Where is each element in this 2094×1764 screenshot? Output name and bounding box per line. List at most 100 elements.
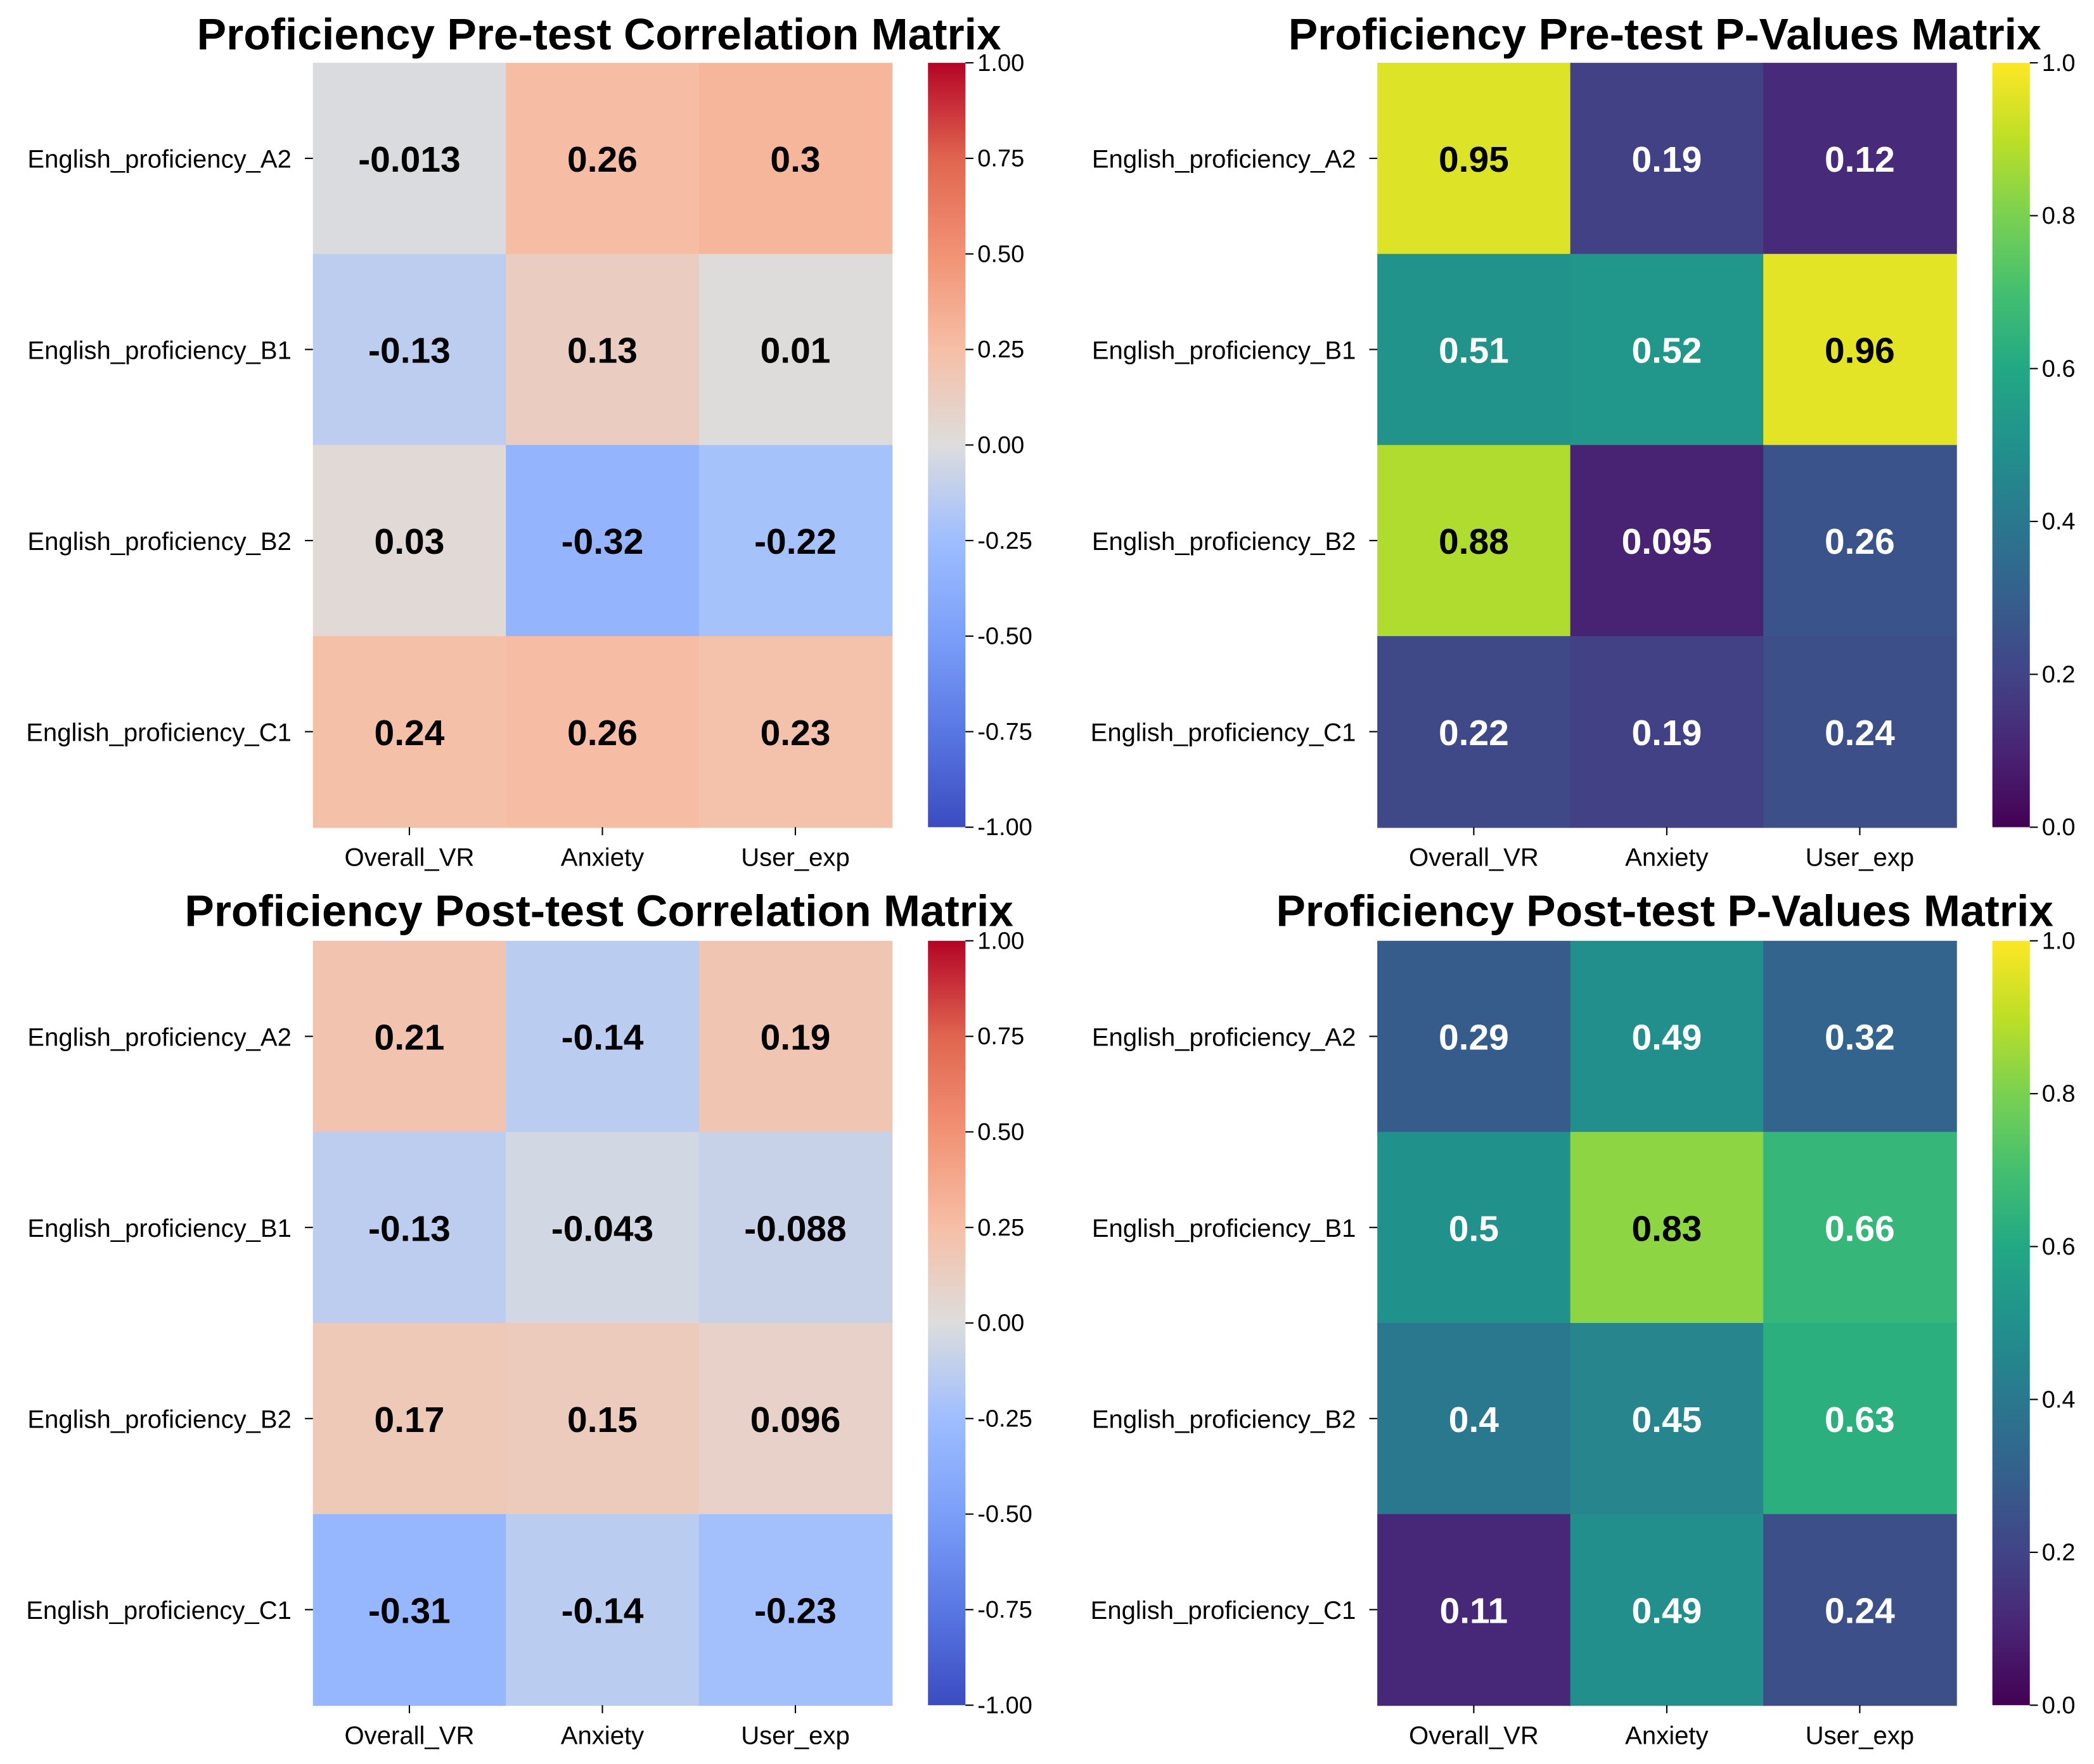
- cell-value-label: 0.12: [1825, 139, 1895, 180]
- heatmap-cell: [698, 1514, 893, 1706]
- heatmap-cell: [1377, 1132, 1571, 1324]
- heatmap-cell: [698, 940, 893, 1133]
- cell-value-label: 0.45: [1631, 1400, 1702, 1440]
- colorbar-tick-label: 0.50: [977, 241, 1024, 267]
- heatmap-cell: [506, 636, 700, 828]
- heatmap-cell: [312, 1514, 507, 1706]
- cell-value-label: 0.88: [1439, 521, 1509, 562]
- colorbar-tick-label: 1.00: [977, 50, 1024, 77]
- cell-value-label: 0.22: [1439, 713, 1509, 753]
- colorbar-tick-label: 0.2: [2042, 1540, 2076, 1566]
- colorbar: [1992, 940, 2030, 1706]
- y-tick-label: English_proficiency_B2: [27, 1406, 292, 1434]
- colorbar-tick-label: 0.4: [2042, 509, 2076, 535]
- cell-value-label: 0.3: [770, 139, 820, 180]
- cell-value-label: 0.24: [1825, 1590, 1895, 1631]
- y-tick-label: English_proficiency_B2: [1092, 528, 1356, 556]
- cell-value-label: 0.01: [761, 331, 831, 371]
- x-tick-label: Overall_VR: [1409, 844, 1539, 872]
- colorbar-tick-label: -0.50: [977, 623, 1032, 650]
- colorbar-tick-label: 0.75: [977, 146, 1024, 172]
- colorbar-tick-label: 0.8: [2042, 203, 2076, 229]
- x-tick-label: User_exp: [741, 1722, 849, 1749]
- y-tick-label: English_proficiency_C1: [26, 1597, 292, 1625]
- heatmap-cell: [1763, 1514, 1957, 1706]
- y-tick-label: English_proficiency_C1: [1091, 1597, 1356, 1625]
- heatmap-cell: [312, 1323, 507, 1515]
- colorbar-tick-label: 0.25: [977, 336, 1024, 363]
- y-tick-label: English_proficiency_B1: [27, 336, 292, 364]
- heatmap-cell: [1377, 1514, 1571, 1706]
- y-tick-label: English_proficiency_A2: [27, 1023, 292, 1051]
- cell-value-label: -0.043: [551, 1208, 653, 1249]
- y-tick-label: English_proficiency_C1: [1091, 719, 1356, 746]
- colorbar-tick-label: 0.6: [2042, 355, 2076, 382]
- colorbar-tick-label: -0.75: [977, 1597, 1032, 1623]
- colorbar-tick-label: 0.2: [2042, 662, 2076, 688]
- heatmap-cell: [1570, 253, 1764, 446]
- heatmap-cell: [1570, 1514, 1764, 1706]
- colorbar-tick-label: 0.00: [977, 1310, 1024, 1337]
- cell-value-label: 0.49: [1631, 1018, 1702, 1058]
- colorbar-tick-label: -0.25: [977, 528, 1032, 554]
- heatmap-cell: [698, 636, 893, 828]
- y-tick-label: English_proficiency_C1: [26, 719, 292, 746]
- heatmap-cell: [1763, 1132, 1957, 1324]
- cell-value-label: 0.11: [1440, 1590, 1508, 1631]
- cell-value-label: 0.26: [567, 713, 638, 753]
- cell-value-label: 0.24: [1825, 713, 1895, 753]
- colorbar-tick-label: 0.6: [2042, 1234, 2076, 1260]
- colorbar-tick-label: 0.8: [2042, 1081, 2076, 1108]
- heatmap-cell: [312, 445, 507, 637]
- y-tick-label: English_proficiency_B2: [27, 528, 292, 556]
- chart-title: Proficiency Pre-test Correlation Matrix: [197, 10, 1001, 59]
- heatmap-cell: [506, 940, 700, 1133]
- x-tick-label: Anxiety: [561, 844, 644, 872]
- colorbar-tick-label: 0.0: [2042, 814, 2076, 841]
- cell-value-label: 0.03: [375, 521, 445, 562]
- colorbar-tick-label: -1.00: [977, 814, 1032, 841]
- heatmap-cell: [1570, 1323, 1764, 1515]
- heatmap-cell: [698, 63, 893, 255]
- cell-value-label: -0.13: [368, 1208, 451, 1249]
- chart-title: Proficiency Pre-test P-Values Matrix: [1288, 10, 2041, 59]
- cell-value-label: 0.096: [750, 1400, 841, 1440]
- cell-value-label: 0.32: [1825, 1018, 1895, 1058]
- chart-title: Proficiency Post-test Correlation Matrix: [184, 886, 1013, 936]
- colorbar-tick-label: -0.50: [977, 1501, 1032, 1528]
- cell-value-label: 0.095: [1622, 521, 1712, 562]
- cell-value-label: 0.29: [1439, 1018, 1509, 1058]
- colorbar-tick-label: 0.4: [2042, 1386, 2076, 1413]
- colorbar-tick-label: -0.75: [977, 719, 1032, 745]
- colorbar-tick-label: 0.75: [977, 1023, 1024, 1050]
- y-tick-label: English_proficiency_B1: [1092, 336, 1356, 364]
- cell-value-label: -0.14: [562, 1590, 644, 1631]
- heatmap-cell: [1570, 1132, 1764, 1324]
- colorbar-tick-label: 0.00: [977, 432, 1024, 459]
- heatmap-cell: [1377, 940, 1571, 1133]
- x-tick-label: User_exp: [741, 844, 849, 872]
- heatmap-cell: [312, 63, 507, 255]
- cell-value-label: -0.31: [368, 1590, 451, 1631]
- colorbar: [1992, 63, 2030, 828]
- heatmap-cell: [1377, 253, 1571, 446]
- heatmap-cell: [312, 940, 507, 1133]
- cell-value-label: 0.21: [375, 1018, 445, 1058]
- heatmap-cell: [1570, 63, 1764, 255]
- cell-value-label: 0.24: [375, 713, 445, 753]
- colorbar-tick-label: 0.0: [2042, 1692, 2076, 1719]
- colorbar-tick-label: -1.00: [977, 1692, 1032, 1719]
- cell-value-label: -0.32: [562, 521, 644, 562]
- heatmap-cell: [1570, 636, 1764, 828]
- cell-value-label: 0.52: [1631, 331, 1702, 371]
- cell-value-label: 0.83: [1631, 1208, 1702, 1249]
- heatmap-cell: [506, 253, 700, 446]
- y-tick-label: English_proficiency_B2: [1092, 1406, 1356, 1434]
- cell-value-label: 0.19: [761, 1018, 831, 1058]
- cell-value-label: 0.26: [567, 139, 638, 180]
- heatmap-cell: [312, 1132, 507, 1324]
- cell-value-label: 0.4: [1449, 1400, 1499, 1440]
- cell-value-label: 0.63: [1825, 1400, 1895, 1440]
- heatmap-cell: [1763, 253, 1957, 446]
